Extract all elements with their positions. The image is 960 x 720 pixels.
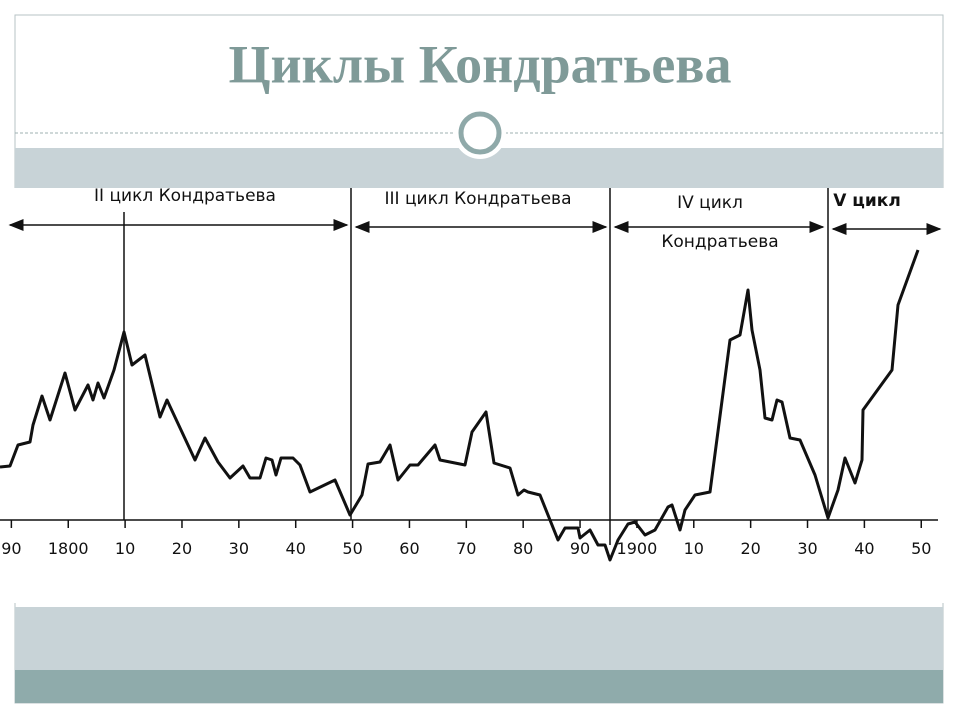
- annotation: Кондратьева: [661, 232, 778, 252]
- price-curve: [0, 249, 920, 562]
- x-tick-label: 90: [570, 539, 590, 558]
- slide-title: Циклы Кондратьева: [229, 34, 732, 94]
- x-tick-label: 40: [286, 539, 306, 558]
- annotation: III цикл Кондратьева: [385, 189, 572, 209]
- chart-area: [0, 188, 960, 603]
- bottom-band: [15, 607, 943, 670]
- annotation: V цикл: [833, 191, 901, 211]
- x-tick-label: 80: [513, 539, 533, 558]
- x-tick-label: 20: [172, 539, 192, 558]
- x-tick-label: 90: [1, 539, 21, 558]
- x-tick-label: 50: [911, 539, 931, 558]
- x-tick-label: 10: [684, 539, 704, 558]
- x-tick-label: 1800: [48, 539, 89, 558]
- x-tick-label: 40: [854, 539, 874, 558]
- annotation: II цикл Кондратьева: [94, 186, 276, 206]
- footer-band: [15, 670, 943, 703]
- x-tick-label: 70: [456, 539, 476, 558]
- x-tick-label: 30: [797, 539, 817, 558]
- x-tick-label: 20: [740, 539, 760, 558]
- x-tick-label: 1900: [617, 539, 658, 558]
- ring: [458, 111, 502, 155]
- x-tick-label: 30: [229, 539, 249, 558]
- x-tick-label: 10: [115, 539, 135, 558]
- cycle-arrows: [8, 219, 942, 235]
- annotation: IV цикл: [677, 193, 743, 213]
- cycle-dividers: [123, 188, 829, 545]
- x-tick-label: 50: [342, 539, 362, 558]
- x-tick-label: 60: [399, 539, 419, 558]
